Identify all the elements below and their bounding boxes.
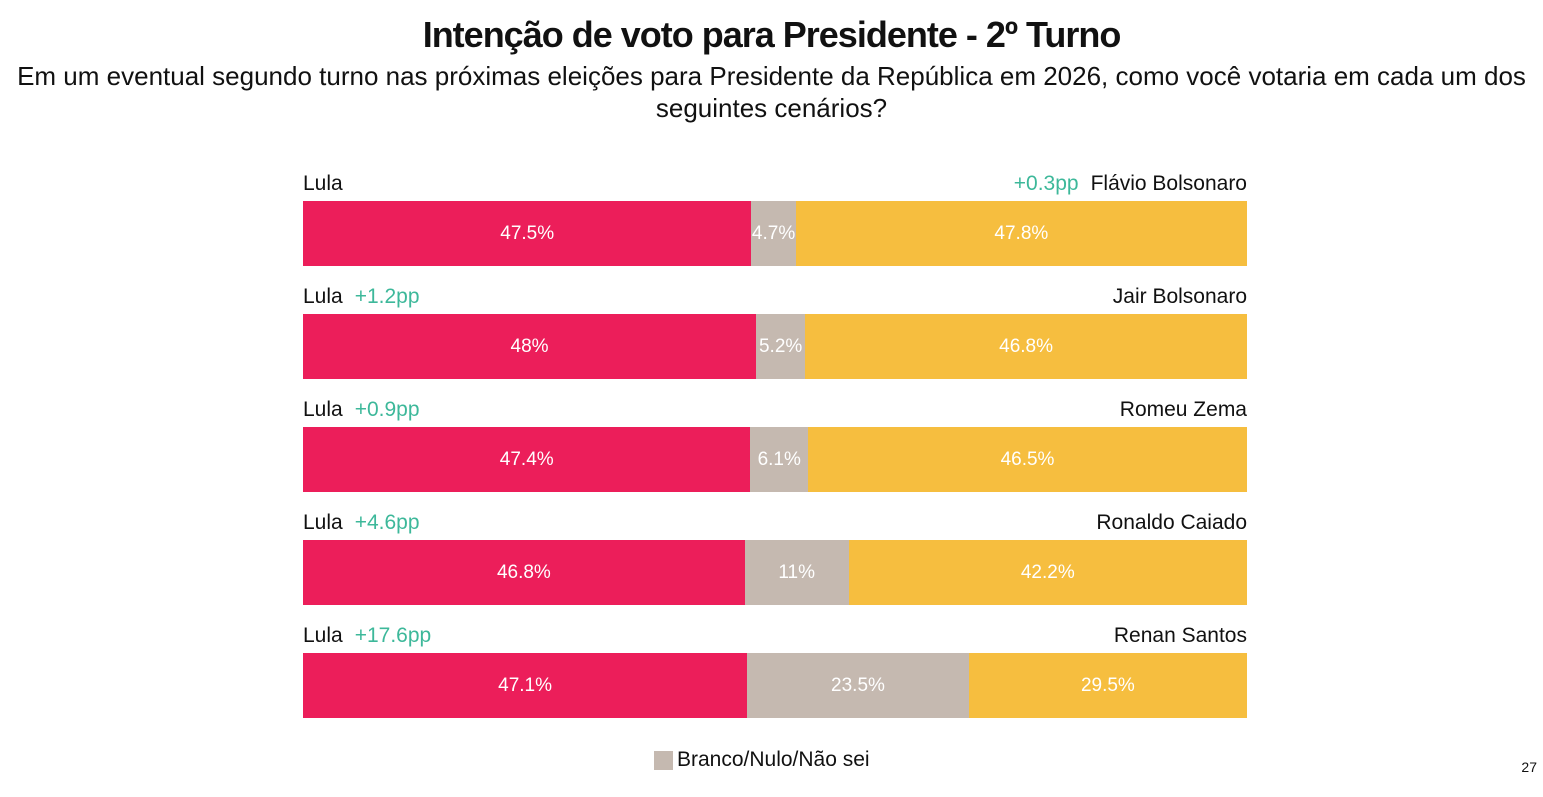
lead-label: +17.6pp xyxy=(354,624,432,647)
blank-segment: 11% xyxy=(744,540,849,605)
left-label: Lula +4.6pp xyxy=(303,510,432,536)
chart-title: Intenção de voto para Presidente - 2º Tu… xyxy=(422,14,1122,55)
lead-label: +0.3pp xyxy=(1013,172,1079,195)
right-candidate: Renan Santos xyxy=(1113,624,1247,647)
lula-segment: 46.8% xyxy=(303,540,745,605)
lead-label: +1.2pp xyxy=(354,285,420,308)
right-candidate: Jair Bolsonaro xyxy=(1112,285,1247,308)
right-label: Romeu Zema xyxy=(1120,397,1247,423)
left-label: Lula xyxy=(303,171,343,197)
right-candidate: Ronaldo Caiado xyxy=(1096,511,1247,534)
opponent-segment: 46.5% xyxy=(808,427,1247,492)
lead-label: +4.6pp xyxy=(354,511,420,534)
right-label: +0.3pp Flávio Bolsonaro xyxy=(1002,171,1247,197)
lula-segment: 47.1% xyxy=(303,653,748,718)
stacked-bar: 47.1% 23.5% 29.5% xyxy=(303,653,1247,718)
left-label: Lula +17.6pp xyxy=(303,623,443,649)
right-candidate: Flávio Bolsonaro xyxy=(1090,172,1247,195)
lula-segment: 47.5% xyxy=(303,201,752,266)
blank-segment: 23.5% xyxy=(747,653,969,718)
right-candidate: Romeu Zema xyxy=(1119,398,1247,421)
left-candidate: Lula xyxy=(303,511,343,534)
left-label: Lula +1.2pp xyxy=(303,284,432,310)
blank-segment: 6.1% xyxy=(750,427,809,492)
left-candidate: Lula xyxy=(303,172,343,195)
opponent-segment: 42.2% xyxy=(848,540,1247,605)
right-label: Renan Santos xyxy=(1114,623,1247,649)
page-number: 27 xyxy=(1521,759,1537,775)
lula-segment: 47.4% xyxy=(303,427,751,492)
chart-subtitle: Em um eventual segundo turno nas próxima… xyxy=(17,61,1526,123)
right-label: Ronaldo Caiado xyxy=(1096,510,1247,536)
opponent-segment: 47.8% xyxy=(795,201,1247,266)
stacked-bar: 47.4% 6.1% 46.5% xyxy=(303,427,1247,492)
stacked-bar: 48% 5.2% 46.8% xyxy=(303,314,1247,379)
legend-swatch xyxy=(654,750,673,770)
legend-label: Branco/Nulo/Não sei xyxy=(677,748,870,771)
left-label: Lula +0.9pp xyxy=(303,397,432,423)
left-candidate: Lula xyxy=(303,285,343,308)
left-candidate: Lula xyxy=(303,398,343,421)
right-label: Jair Bolsonaro xyxy=(1113,284,1247,310)
lula-segment: 48% xyxy=(303,314,757,379)
left-candidate: Lula xyxy=(303,624,343,647)
lead-label: +0.9pp xyxy=(354,398,420,421)
blank-segment: 4.7% xyxy=(751,201,796,266)
stacked-bar: 46.8% 11% 42.2% xyxy=(303,540,1247,605)
blank-segment: 5.2% xyxy=(756,314,806,379)
opponent-segment: 46.8% xyxy=(805,314,1247,379)
legend: Branco/Nulo/Não sei xyxy=(654,748,870,772)
opponent-segment: 29.5% xyxy=(968,653,1247,718)
stacked-bar: 47.5% 4.7% 47.8% xyxy=(303,201,1247,266)
